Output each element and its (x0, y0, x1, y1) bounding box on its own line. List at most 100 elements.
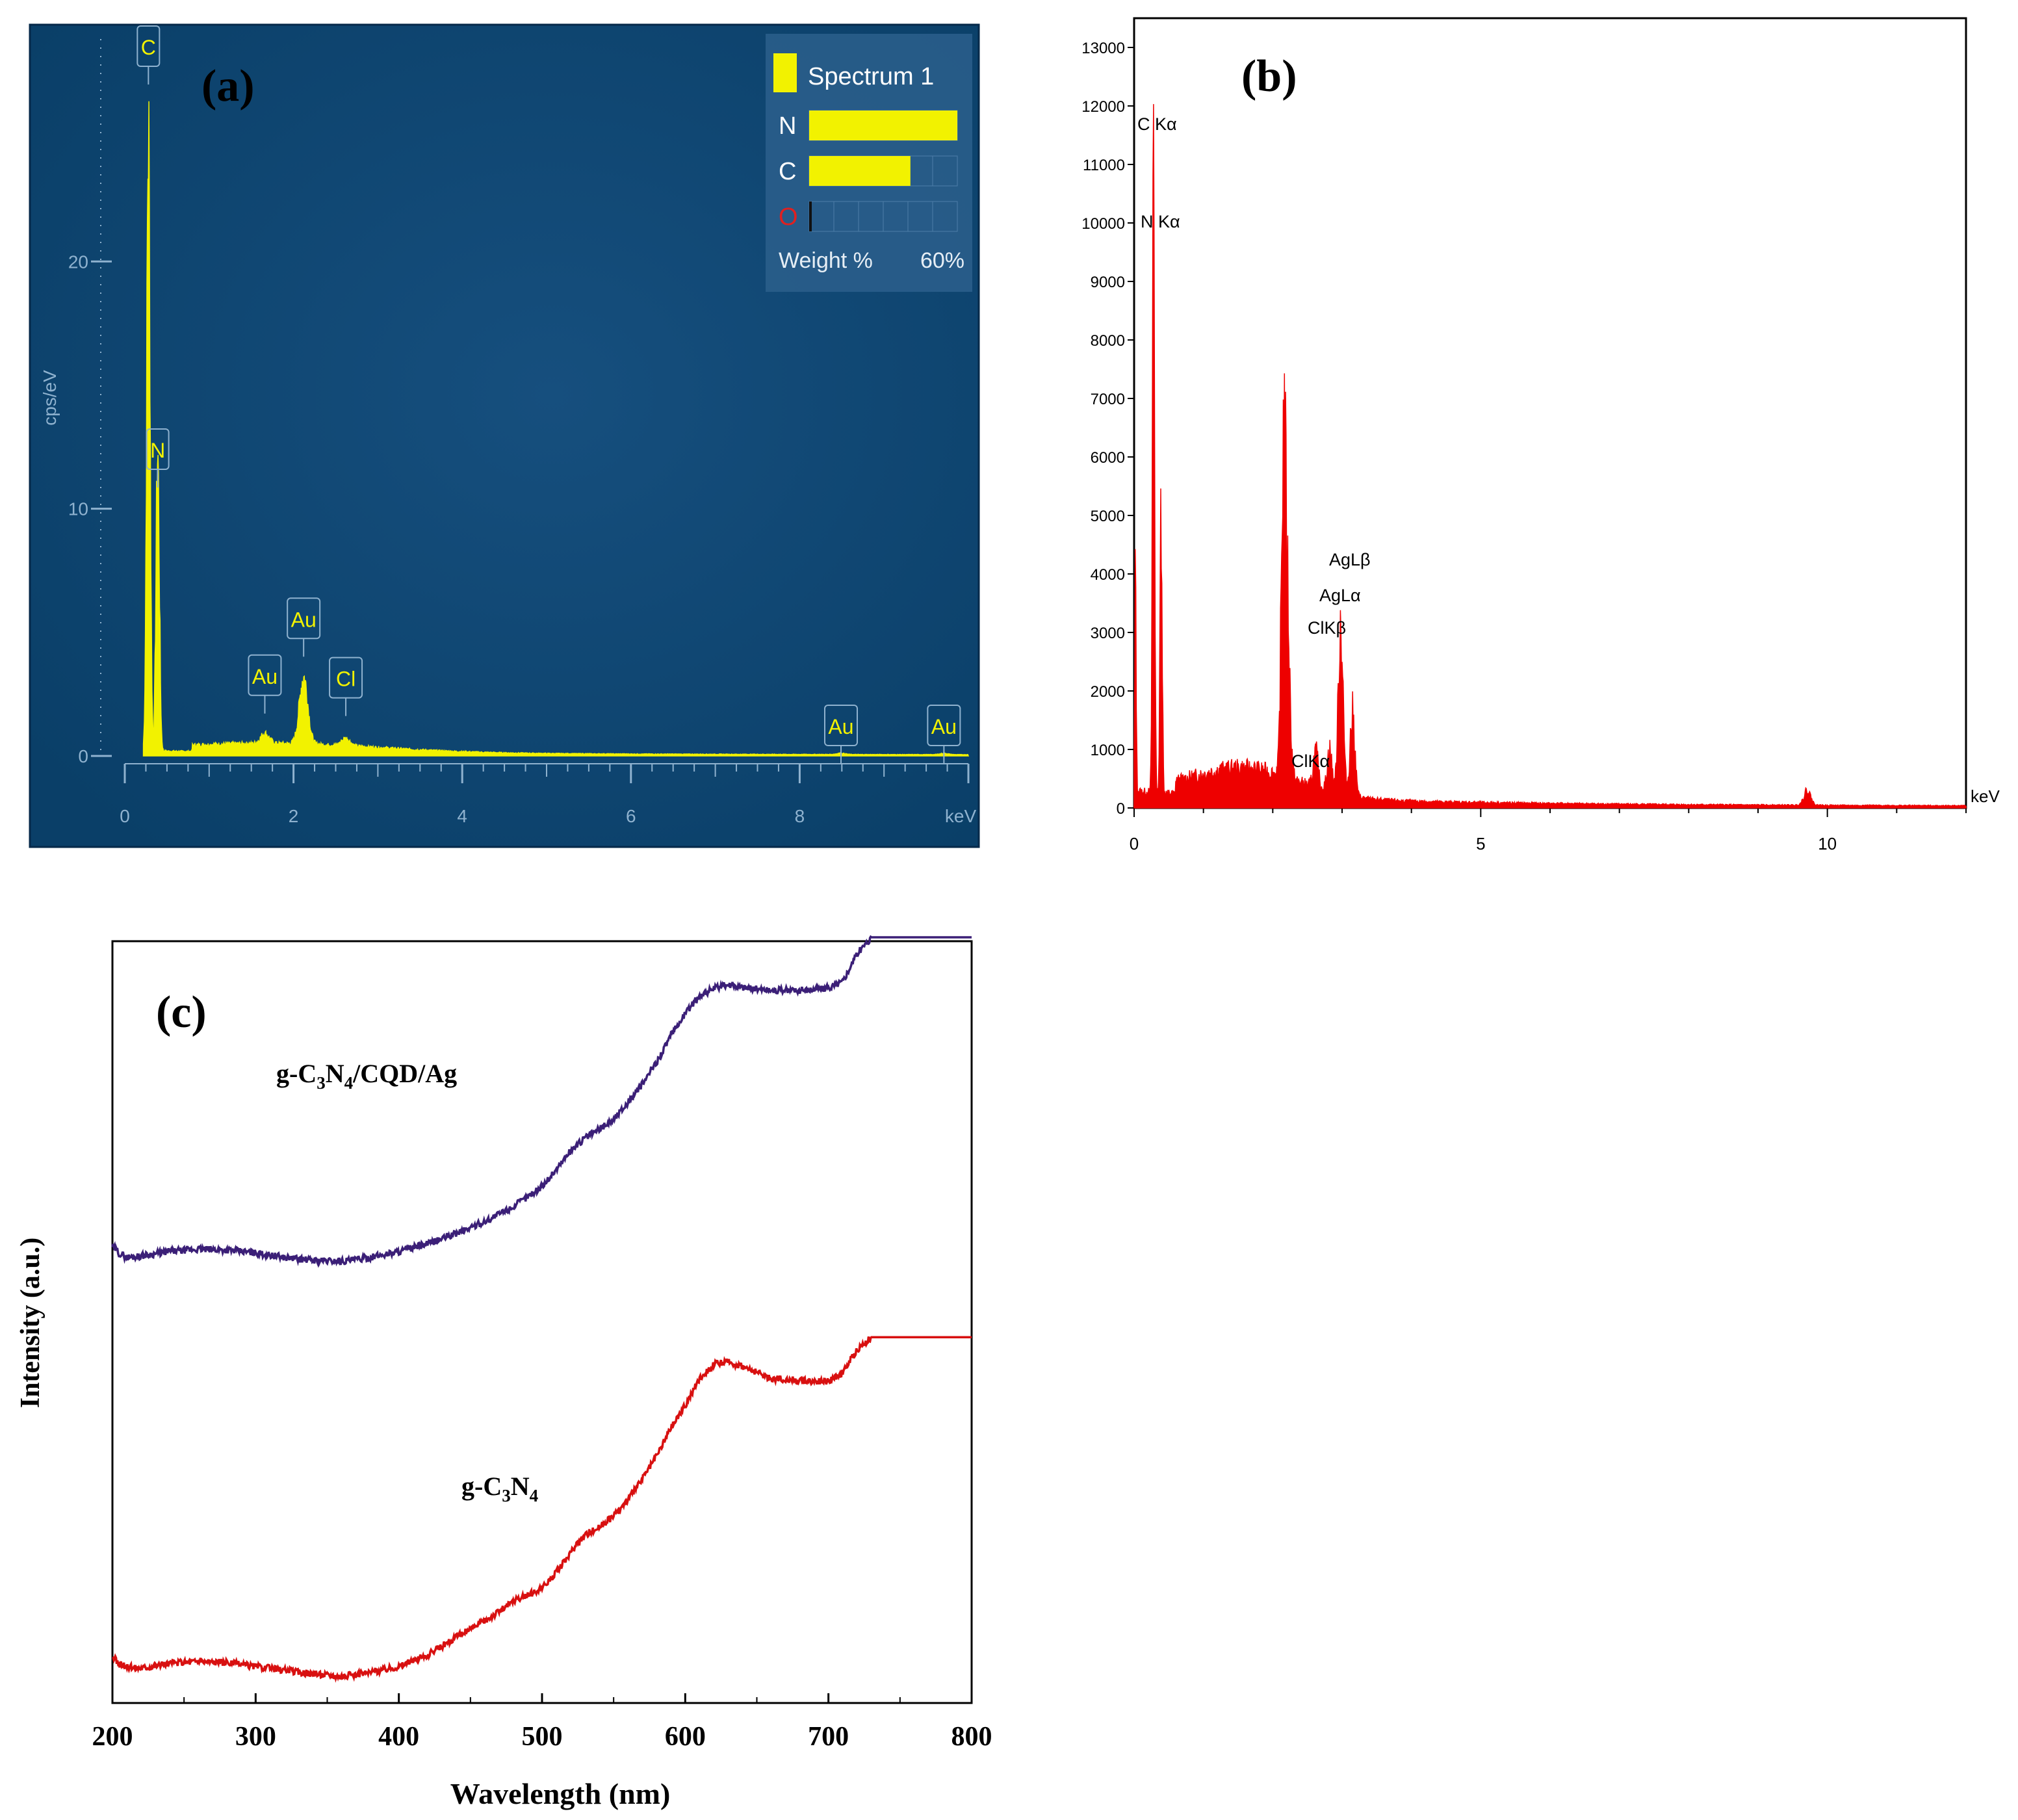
a-peak-marker: Au (248, 654, 282, 714)
panel-b-frame (1133, 17, 1967, 809)
panel-a-axes: 0 2 4 6 8 0 10 20 (68, 39, 970, 826)
c-line-gc3n4-cqd-ag (111, 935, 972, 1268)
a-peak-marker-box (248, 654, 282, 696)
b-spectrum-area (1133, 104, 1967, 809)
legend-rows: NCO (779, 110, 958, 232)
series-label-part: 3 (502, 1486, 511, 1505)
legend-row-label: N (779, 112, 796, 140)
panel-b-peak-labels: C Kα N Kα AgLα AgLβ ClKβ ClKα (1137, 114, 1371, 771)
b-y-tick-label: 9000 (1091, 274, 1125, 291)
panel-c: 200 300 400 500 600 700 800 (c) Intensity (a.u… (16, 935, 992, 1810)
panel-a-ylabel: cps/eV (40, 370, 60, 426)
legend-row-bar (809, 202, 812, 231)
series-label-part: g-C (276, 1059, 317, 1088)
a-peak-label: C (141, 36, 156, 59)
b-peak-label: ClKα (1291, 751, 1330, 771)
b-y-tick-label: 8000 (1091, 332, 1125, 350)
series-label-part: 4 (530, 1486, 539, 1505)
b-y-tick-label: 13000 (1081, 40, 1125, 57)
series-label-part: 3 (317, 1073, 326, 1093)
panel-a-title: (a) (201, 61, 255, 111)
a-peak-label: Au (291, 608, 317, 631)
legend-axis-max: 60% (920, 248, 964, 273)
a-y-tick-label: 20 (68, 252, 88, 272)
c-x-tick-label: 600 (665, 1722, 706, 1752)
a-x-tick-label: 8 (795, 806, 805, 826)
series-label-gc3n4-cqd-ag: g-C3N4/CQD/Ag (276, 1059, 457, 1093)
b-y-tick-label: 6000 (1091, 449, 1125, 467)
a-peak-marker: Au (927, 705, 961, 764)
c-x-tick-label: 200 (92, 1722, 133, 1752)
b-x-tick-label: 10 (1818, 834, 1837, 853)
c-x-tick-label: 800 (951, 1722, 992, 1752)
series-label-part: 4 (344, 1073, 354, 1093)
a-peak-marker: Cl (329, 656, 363, 716)
a-peak-label: Au (252, 665, 278, 688)
b-y-tick-label: 3000 (1091, 625, 1125, 642)
c-x-tick-label: 500 (522, 1722, 563, 1752)
c-x-tick-label: 700 (808, 1722, 849, 1752)
a-peak-marker: Au (824, 705, 859, 764)
a-x-tick-label: 2 (289, 806, 299, 826)
b-y-tick-label: 4000 (1091, 566, 1125, 584)
a-x-tick-label: 0 (120, 806, 130, 826)
series-label-part: N (511, 1472, 530, 1501)
a-x-tick-label: 4 (457, 806, 467, 826)
series-label-gc3n4: g-C3N4 (461, 1472, 538, 1505)
panel-b-xlabel: keV (1971, 786, 2000, 806)
legend-title: Spectrum 1 (808, 63, 934, 90)
b-y-tick-label: 12000 (1081, 98, 1125, 116)
b-x-tick-label: 0 (1130, 834, 1139, 853)
c-x-tick-label: 400 (378, 1722, 419, 1752)
a-x-tick-label: 6 (626, 806, 636, 826)
panel-a-xlabel: keV (945, 806, 977, 826)
b-peak-label: ClKβ (1308, 618, 1346, 638)
panel-c-ylabel: Intensity (a.u.) (16, 1238, 45, 1409)
panel-b-spectrum (1133, 104, 1967, 809)
b-peak-label: AgLβ (1329, 550, 1371, 569)
a-peak-marker: C (136, 25, 161, 84)
series-label-part: g-C (461, 1472, 502, 1501)
a-peak-label: N (150, 439, 165, 462)
a-spectrum-area (142, 101, 970, 757)
a-peak-marker: N (146, 428, 170, 488)
legend-row-label: C (779, 158, 796, 185)
c-x-tick-label: 300 (235, 1722, 276, 1752)
panel-b-title: (b) (1241, 51, 1297, 101)
legend-swatch (773, 53, 797, 92)
legend-axis-label: Weight % (779, 248, 873, 273)
b-y-tick-label: 11000 (1083, 157, 1125, 174)
legend-row-bar (809, 156, 911, 186)
series-label-part: /CQD/Ag (352, 1059, 457, 1088)
panel-c-lines (111, 935, 972, 1683)
a-peak-marker: Au (287, 597, 321, 657)
legend-row-label: O (779, 203, 798, 231)
a-peak-label: Cl (336, 668, 356, 691)
c-line-gc3n4 (112, 1336, 972, 1683)
a-y-tick-label: 0 (78, 746, 88, 766)
legend-row-bar (809, 110, 957, 140)
panel-c-xlabel: Wavelength (nm) (450, 1777, 671, 1810)
b-y-tick-label: 2000 (1091, 683, 1125, 701)
b-y-tick-label: 0 (1117, 800, 1125, 818)
panel-b: 0100020003000400050006000700080009000100… (1081, 17, 2000, 853)
panel-c-title: (c) (156, 987, 207, 1037)
a-y-tick-label: 10 (68, 499, 88, 519)
panel-a-legend: Spectrum 1 NCO Weight % 60% (766, 34, 972, 292)
b-y-tick-label: 5000 (1091, 508, 1125, 525)
panel-c-axes: 200 300 400 500 600 700 800 (92, 1693, 992, 1752)
b-y-tick-label: 7000 (1091, 391, 1125, 408)
b-y-tick-label: 10000 (1081, 215, 1125, 233)
series-label-part: N (326, 1059, 344, 1088)
panel-a-spectrum (142, 101, 970, 757)
b-peak-label: C Kα (1137, 114, 1177, 134)
b-y-tick-label: 1000 (1091, 742, 1125, 759)
a-peak-label: Au (828, 715, 853, 738)
panel-c-frame (111, 940, 973, 1704)
panel-b-axes: 0100020003000400050006000700080009000100… (1081, 40, 1967, 853)
b-x-tick-label: 5 (1476, 834, 1485, 853)
b-peak-label: AgLα (1319, 586, 1361, 605)
